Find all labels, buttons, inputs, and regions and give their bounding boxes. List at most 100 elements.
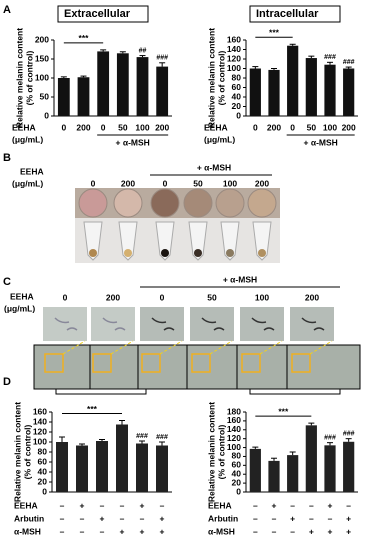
zoom-line: [159, 340, 183, 355]
significance-label: ###: [343, 431, 355, 438]
chart-title: Extracellular: [64, 8, 131, 20]
row-value: –: [253, 500, 258, 510]
x-tick-label: 200: [342, 122, 356, 132]
well: [113, 188, 143, 218]
x-tick-label: 200: [76, 122, 90, 132]
tube-photo: [75, 218, 280, 263]
y-tick-label: 160: [227, 34, 241, 44]
row-value: –: [120, 513, 125, 523]
bar: [268, 460, 280, 492]
cell: [201, 317, 225, 331]
x-tick-label: 200: [155, 122, 169, 132]
y-tick-label: 60: [38, 456, 48, 466]
y-axis-label: Relative melanin content: [14, 28, 24, 128]
tube: [118, 221, 138, 261]
bar: [324, 445, 336, 492]
row-label: α-MSH: [208, 526, 235, 536]
row-label: EEHA: [14, 500, 38, 510]
y-tick-label: 60: [232, 460, 242, 470]
row-value: +: [272, 500, 277, 510]
well: [247, 188, 277, 218]
row-value: +: [328, 500, 333, 510]
row-label: EEHA: [10, 291, 34, 301]
bar: [77, 77, 90, 116]
significance-label: ###: [156, 55, 168, 62]
x-tick-label: 100: [135, 122, 149, 132]
pellet: [124, 249, 132, 257]
y-tick-label: 20: [38, 476, 48, 486]
row-value: +: [160, 526, 165, 536]
row-value: –: [272, 526, 277, 536]
well: [183, 188, 213, 218]
group-label: + α-MSH: [304, 137, 338, 147]
row-value: +: [290, 513, 295, 523]
bar: [287, 455, 299, 492]
y-tick-label: 80: [232, 451, 242, 461]
bar: [343, 68, 355, 116]
x-tick-label: 50: [307, 122, 317, 132]
x-tick-label: 200: [267, 122, 281, 132]
x-tick-label: 0: [61, 122, 66, 132]
row-value: –: [253, 526, 258, 536]
dose-label: 0: [160, 292, 165, 302]
row-label: Arbutin: [208, 513, 238, 523]
y-tick-label: 120: [227, 53, 241, 63]
row-value: –: [100, 526, 105, 536]
row-value: +: [346, 513, 351, 523]
y-tick-label: 140: [227, 424, 241, 434]
y-tick-label: 180: [227, 406, 241, 416]
bar: [305, 425, 317, 492]
dose-label: 50: [193, 178, 203, 188]
cell: [102, 317, 126, 331]
row-value: +: [140, 500, 145, 510]
x-axis-label: EEHA: [204, 122, 228, 132]
group-label: + α-MSH: [197, 162, 231, 172]
bracket-label: ***: [278, 406, 289, 416]
dose-label: 200: [106, 292, 120, 302]
pellet: [161, 249, 169, 257]
row-value: –: [80, 526, 85, 536]
zoom-box: [241, 353, 261, 373]
zoom-line: [259, 340, 283, 355]
row-label: (μg/mL): [12, 178, 43, 188]
y-tick-label: 40: [232, 468, 242, 478]
y-tick-label: 20: [232, 101, 242, 111]
y-axis-label: (% of control): [216, 424, 226, 479]
row-label: Arbutin: [14, 513, 44, 523]
y-tick-label: 160: [33, 406, 47, 416]
chart-title: Intracellular: [256, 8, 319, 20]
micrograph: [43, 307, 87, 341]
dose-label: 0: [63, 292, 68, 302]
row-value: –: [60, 526, 65, 536]
y-tick-label: 20: [232, 477, 242, 487]
row-value: –: [60, 513, 65, 523]
row-value: –: [253, 513, 258, 523]
y-tick-label: 100: [33, 436, 47, 446]
y-axis-label: Relative melanin content: [206, 28, 216, 128]
micrograph: [91, 307, 135, 341]
row-value: +: [100, 513, 105, 523]
y-tick-label: 120: [33, 426, 47, 436]
x-tick-label: 0: [101, 122, 106, 132]
bar: [305, 58, 317, 116]
well: [215, 188, 245, 218]
row-value: –: [346, 500, 351, 510]
panel-label: A: [3, 4, 11, 16]
dose-label: 100: [255, 292, 269, 302]
bracket-label: ***: [269, 28, 280, 38]
y-tick-label: 200: [35, 34, 49, 44]
bar: [324, 64, 336, 116]
row-value: +: [80, 500, 85, 510]
significance-label: ###: [324, 435, 336, 442]
y-axis-label: (% of control): [24, 50, 34, 105]
bar: [57, 78, 70, 116]
panel-label: B: [3, 152, 11, 164]
title-box: [249, 5, 341, 23]
row-label: EEHA: [208, 500, 232, 510]
bar: [287, 45, 299, 117]
pellet: [89, 249, 97, 257]
bar: [156, 445, 168, 492]
dose-label: 200: [305, 292, 319, 302]
row-value: –: [140, 513, 145, 523]
